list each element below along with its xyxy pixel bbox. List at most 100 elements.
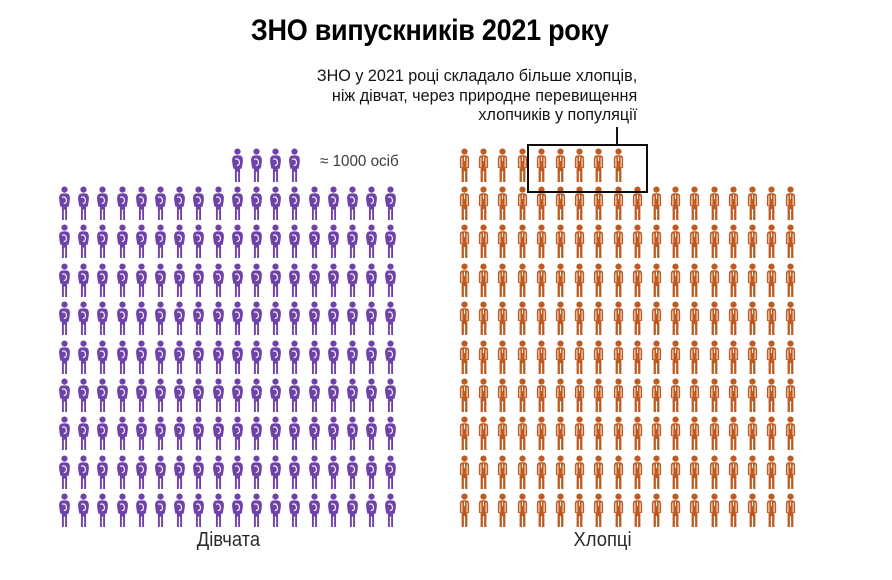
person-icon-female <box>134 378 149 414</box>
person-icon-female <box>95 186 110 222</box>
person-icon-female <box>326 455 341 491</box>
person-icon-male <box>783 224 798 260</box>
person-icon-female <box>364 416 379 452</box>
person-icon-female <box>345 378 360 414</box>
person-icon-female <box>172 378 187 414</box>
person-icon-female <box>287 378 302 414</box>
person-icon-female <box>307 263 322 299</box>
legend-unit-label: ≈ 1000 осіб <box>319 153 399 170</box>
person-icon-male <box>611 263 626 299</box>
person-icon-male <box>745 224 760 260</box>
person-icon-female <box>134 186 149 222</box>
annotation-line-1: ЗНО у 2021 році складало більше хлопців, <box>316 66 637 85</box>
person-icon-female <box>95 224 110 260</box>
person-icon-male <box>572 378 587 414</box>
person-icon-female <box>191 186 206 222</box>
person-icon-male <box>553 455 568 491</box>
person-icon-female <box>383 186 398 222</box>
person-icon-male <box>687 301 702 337</box>
person-icon-female <box>191 493 206 529</box>
person-icon-female <box>364 224 379 260</box>
person-icon-female <box>191 455 206 491</box>
person-icon-male <box>668 186 683 222</box>
person-icon-male <box>534 455 549 491</box>
person-icon-female <box>153 340 168 376</box>
person-icon-female <box>230 301 245 337</box>
person-icon-male <box>630 416 645 452</box>
person-icon-male <box>745 416 760 452</box>
annotation-line-3: хлопчиків у популяції <box>478 105 637 124</box>
person-icon-male <box>476 493 491 529</box>
person-icon-male <box>649 186 664 222</box>
person-icon-male <box>745 493 760 529</box>
person-icon-male <box>572 224 587 260</box>
person-icon-male <box>534 493 549 529</box>
person-icon-female <box>211 455 226 491</box>
highlight-box <box>526 144 648 193</box>
group-label-girls: Дівчата <box>118 529 338 552</box>
person-icon-female <box>76 378 91 414</box>
person-icon-female <box>249 148 264 184</box>
person-icon-female <box>268 301 283 337</box>
person-icon-female <box>153 186 168 222</box>
person-icon-female <box>230 493 245 529</box>
person-icon-male <box>745 378 760 414</box>
person-icon-male <box>495 186 510 222</box>
person-icon-male <box>476 186 491 222</box>
person-icon-female <box>153 493 168 529</box>
person-icon-male <box>726 493 741 529</box>
person-icon-male <box>726 378 741 414</box>
person-icon-male <box>726 455 741 491</box>
person-icon-male <box>687 416 702 452</box>
person-icon-male <box>630 378 645 414</box>
person-icon-male <box>783 455 798 491</box>
person-icon-female <box>230 340 245 376</box>
person-icon-female <box>57 493 72 529</box>
person-icon-male <box>495 378 510 414</box>
person-icon-male <box>476 378 491 414</box>
person-icon-female <box>268 186 283 222</box>
person-icon-female <box>268 378 283 414</box>
person-icon-male <box>668 493 683 529</box>
person-icon-female <box>211 224 226 260</box>
group-label-girls-text: Дівчата <box>196 529 260 551</box>
person-icon-female <box>249 340 264 376</box>
person-icon-female <box>326 493 341 529</box>
person-icon-male <box>591 301 606 337</box>
person-icon-male <box>687 224 702 260</box>
person-icon-female <box>115 186 130 222</box>
person-icon-male <box>515 378 530 414</box>
person-icon-male <box>726 263 741 299</box>
person-icon-male <box>591 340 606 376</box>
person-icon-male <box>630 340 645 376</box>
person-icon-male <box>783 493 798 529</box>
person-icon-male <box>591 378 606 414</box>
person-icon-female <box>383 224 398 260</box>
person-icon-female <box>249 493 264 529</box>
person-icon-male <box>649 301 664 337</box>
person-icon-female <box>211 186 226 222</box>
person-icon-female <box>153 378 168 414</box>
person-icon-female <box>345 224 360 260</box>
person-icon-female <box>134 416 149 452</box>
person-icon-male <box>495 416 510 452</box>
person-icon-male <box>515 301 530 337</box>
person-icon-male <box>687 378 702 414</box>
person-icon-female <box>211 340 226 376</box>
person-icon-male <box>495 340 510 376</box>
person-icon-male <box>745 186 760 222</box>
person-icon-female <box>287 263 302 299</box>
person-icon-female <box>307 416 322 452</box>
person-icon-female <box>230 416 245 452</box>
person-icon-male <box>515 455 530 491</box>
person-icon-female <box>249 378 264 414</box>
person-icon-male <box>668 378 683 414</box>
person-icon-male <box>591 263 606 299</box>
person-icon-male <box>764 340 779 376</box>
person-icon-male <box>764 224 779 260</box>
person-icon-male <box>630 455 645 491</box>
person-icon-male <box>630 493 645 529</box>
person-icon-male <box>687 340 702 376</box>
person-icon-female <box>153 416 168 452</box>
person-icon-female <box>307 493 322 529</box>
